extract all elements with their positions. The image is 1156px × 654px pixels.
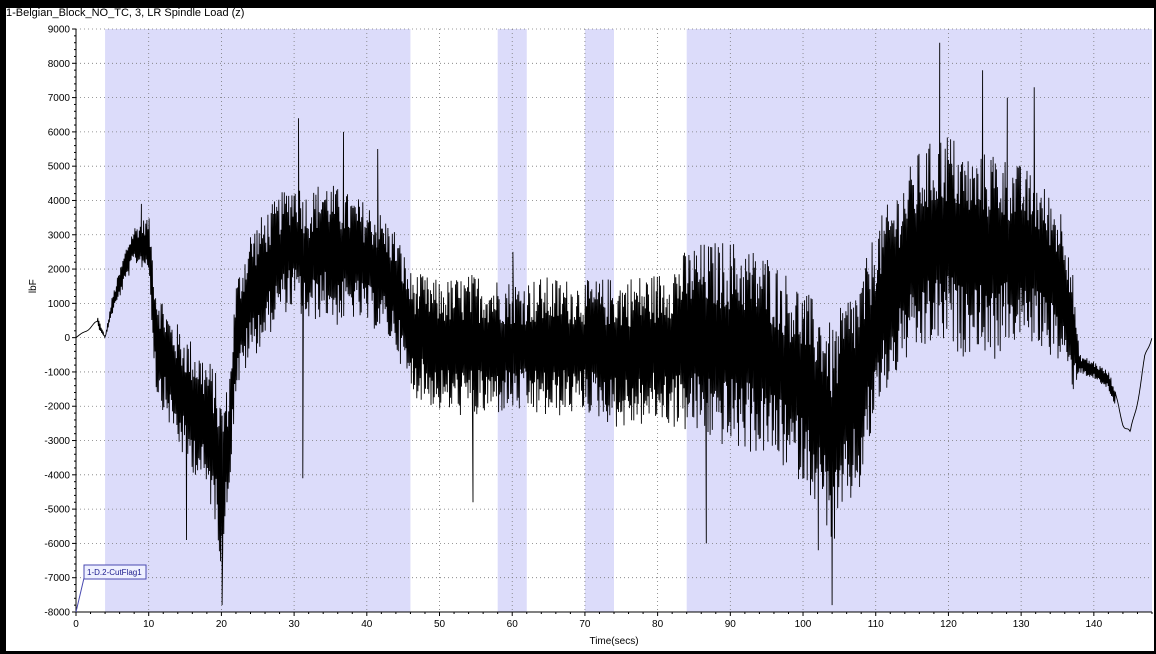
x-tick-label: 30 bbox=[289, 619, 301, 630]
x-tick-label: 140 bbox=[1085, 619, 1102, 630]
y-tick-label: 6000 bbox=[48, 127, 71, 138]
y-tick-label: -4000 bbox=[44, 470, 70, 481]
y-tick-label: 1000 bbox=[48, 299, 71, 310]
x-tick-label: 110 bbox=[868, 619, 884, 630]
y-axis-label: lbF bbox=[28, 279, 39, 293]
x-tick-label: 0 bbox=[73, 619, 79, 630]
line-chart: -8000 -7000 -6000 -5000 -4000 -3000 -2000 -1000… bbox=[28, 25, 1153, 647]
x-axis-label: Time(secs) bbox=[589, 636, 638, 647]
x-tick-label: 100 bbox=[795, 619, 812, 630]
y-tick-label: 5000 bbox=[48, 162, 71, 173]
y-tick-label: 9000 bbox=[48, 25, 71, 36]
x-tick-label: 50 bbox=[434, 619, 446, 630]
y-tick-label: -7000 bbox=[44, 573, 70, 584]
y-tick-label: 4000 bbox=[48, 196, 71, 207]
y-tick-label: 0 bbox=[64, 333, 70, 344]
axes bbox=[72, 28, 1153, 616]
tick-labels: -8000 -7000 -6000 -5000 -4000 -3000 -2000 -1000… bbox=[44, 25, 1102, 631]
x-tick-label: 60 bbox=[507, 619, 519, 630]
y-tick-label: -2000 bbox=[44, 402, 70, 413]
x-tick-label: 40 bbox=[361, 619, 373, 630]
x-tick-label: 20 bbox=[216, 619, 228, 630]
y-tick-label: -8000 bbox=[44, 608, 70, 619]
x-tick-label: 120 bbox=[940, 619, 957, 630]
y-tick-label: 8000 bbox=[48, 59, 71, 70]
series-group bbox=[75, 42, 1153, 606]
x-tick-label: 80 bbox=[652, 619, 664, 630]
y-tick-label: 3000 bbox=[48, 230, 71, 241]
flag-leader-line bbox=[75, 577, 85, 613]
y-tick-label: -1000 bbox=[44, 367, 70, 378]
y-tick-label: 7000 bbox=[48, 93, 71, 104]
cut-flag-annotation[interactable]: 1-D.2-CutFlag1 bbox=[75, 564, 147, 613]
y-tick-label: -3000 bbox=[44, 436, 70, 447]
y-tick-label: -5000 bbox=[44, 505, 70, 516]
chart-title: 1-Belgian_Block_NO_TC, 3, LR Spindle Loa… bbox=[6, 7, 245, 19]
flag-label: 1-D.2-CutFlag1 bbox=[87, 568, 142, 577]
y-tick-label: 2000 bbox=[48, 265, 71, 276]
chart-window: -8000 -7000 -6000 -5000 -4000 -3000 -2000 -1000… bbox=[6, 7, 1154, 651]
x-tick-label: 70 bbox=[579, 619, 591, 630]
x-tick-label: 130 bbox=[1013, 619, 1030, 630]
x-tick-label: 90 bbox=[725, 619, 737, 630]
x-tick-label: 10 bbox=[143, 619, 155, 630]
y-tick-label: -6000 bbox=[44, 539, 70, 550]
series-line-lr-spindle-load bbox=[75, 42, 1153, 606]
flag-box[interactable] bbox=[83, 564, 147, 580]
